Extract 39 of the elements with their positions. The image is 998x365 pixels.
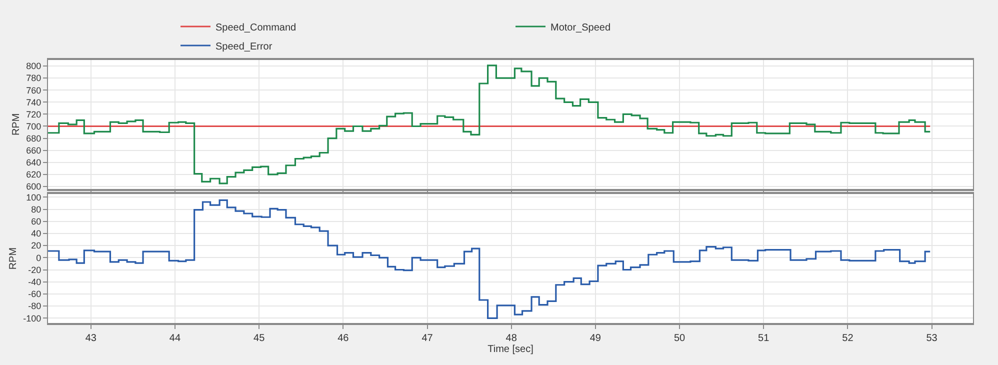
x-tick-label: 51 <box>758 333 770 344</box>
y-tick-label: 80 <box>31 204 42 214</box>
y-tick-label: 100 <box>26 192 42 202</box>
y-tick-label: 700 <box>26 121 42 132</box>
x-tick-label: 53 <box>926 333 938 344</box>
y-tick-label: 800 <box>26 61 42 72</box>
y-tick-label: -80 <box>28 301 42 312</box>
y-tick-label: 20 <box>31 240 42 251</box>
y-tick-label: 720 <box>26 109 42 120</box>
y-tick-label: 0 <box>36 252 42 263</box>
x-tick-label: 47 <box>422 333 434 344</box>
y-tick-label: 680 <box>26 133 42 144</box>
y-tick-label: -40 <box>28 277 42 288</box>
y-axis-title: RPM <box>11 113 22 136</box>
x-tick-label: 46 <box>338 333 350 344</box>
y-tick-label: 620 <box>26 170 42 180</box>
y-tick-label: 600 <box>26 182 42 192</box>
y-tick-label: 60 <box>31 216 42 227</box>
y-tick-label: -100 <box>23 313 42 324</box>
x-tick-label: 50 <box>674 333 686 344</box>
x-axis-title: Time [sec] <box>488 344 534 355</box>
legend-label: Motor_Speed <box>550 22 611 34</box>
y-tick-label: 780 <box>26 73 42 84</box>
y-tick-label: 640 <box>26 158 42 168</box>
y-tick-label: -60 <box>28 289 42 300</box>
x-tick-label: 43 <box>85 333 97 344</box>
legend-label: Speed_Error <box>216 41 273 52</box>
y-tick-label: -20 <box>28 264 42 275</box>
y-tick-label: 40 <box>31 228 42 239</box>
x-tick-label: 48 <box>506 333 518 344</box>
y-tick-label: 660 <box>26 145 42 156</box>
x-tick-label: 49 <box>590 333 602 344</box>
x-tick-label: 44 <box>169 333 181 344</box>
x-tick-label: 52 <box>842 333 854 344</box>
y-tick-label: 760 <box>26 85 42 96</box>
x-tick-label: 45 <box>254 333 266 344</box>
y-axis-title: RPM <box>8 247 20 270</box>
y-tick-label: 740 <box>26 97 42 108</box>
legend-label: Speed_Command <box>216 22 296 34</box>
